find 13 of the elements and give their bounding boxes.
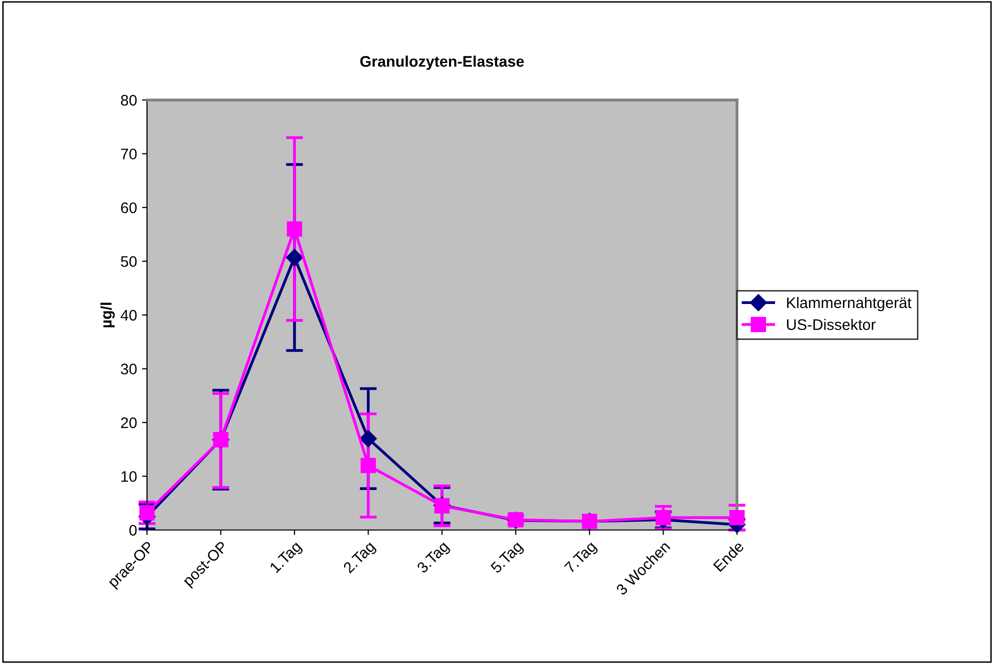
legend-label: US-Dissektor	[787, 318, 876, 330]
y-tick-label: 0	[129, 524, 137, 536]
y-tick-label: 10	[121, 471, 137, 482]
y-tick-label: 60	[121, 202, 137, 214]
legend-label: Klammernahtgerät	[787, 296, 912, 312]
y-tick-label: 30	[120, 364, 137, 374]
y-tick-label: 70	[121, 148, 137, 160]
chart-title: Granulozyten-Elastase	[360, 56, 524, 70]
y-axis-title: µg/l	[100, 302, 115, 328]
y-tick-label: 80	[120, 94, 137, 106]
y-tick-label: 40	[120, 310, 137, 321]
y-tick-label: 20	[121, 417, 137, 428]
y-tick-label: 50	[120, 256, 137, 267]
